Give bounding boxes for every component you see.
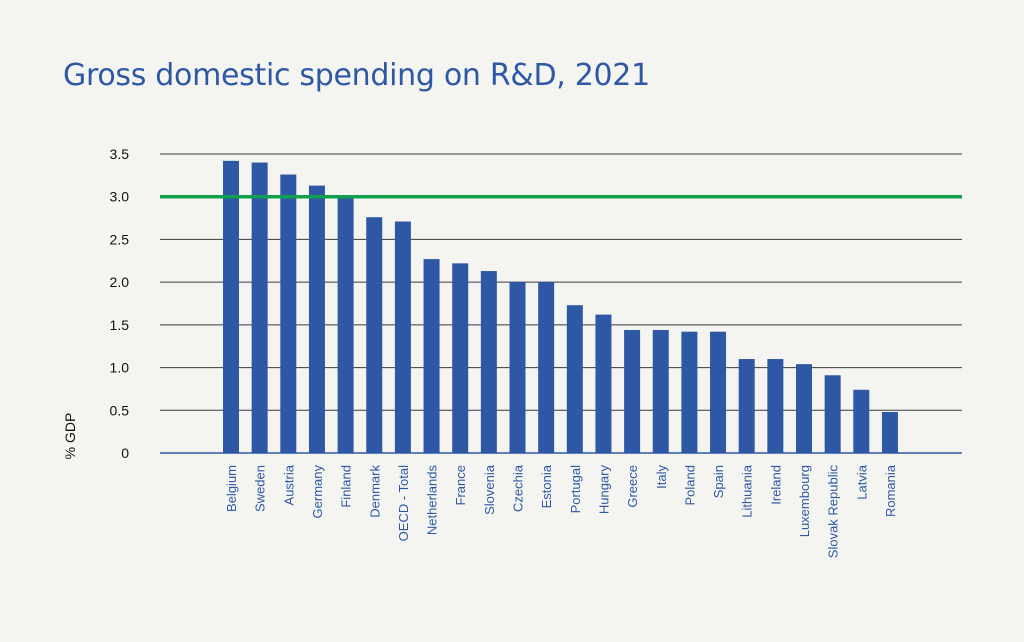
x-tick-label: Poland [682,465,697,505]
bars [223,160,898,454]
chart-title: Gross domestic spending on R&D, 2021 [63,58,650,93]
bar [509,282,526,453]
x-tick-label: Ireland [768,465,783,505]
x-tick-label: Spain [711,465,726,498]
y-axis-label: % GDP [62,413,78,460]
y-tick-label: 3.5 [110,146,130,162]
x-tick-label: Denmark [367,465,382,518]
x-tick-label: Belgium [224,465,239,512]
bar [824,375,841,453]
x-tick-label: Hungary [596,465,611,515]
axes: 0 0.5 1.0 1.5 2.0 2.5 3.0 3.5 Belgium Sweden Austr… [110,146,962,558]
bar [796,364,812,453]
bar [337,197,354,453]
bar [538,282,555,453]
x-tick-label: Lithuania [740,464,755,518]
bar [624,329,641,453]
y-tick-label: 1.0 [110,360,130,376]
x-tick-label: Portugal [568,465,583,514]
bar [681,331,698,453]
bar [853,389,870,453]
x-tick-label: Luxembourg [797,465,812,537]
bar [710,331,727,453]
x-tick-label: Italy [654,465,669,489]
bar [767,359,784,453]
x-tick-label: Slovenia [482,464,497,515]
x-tick-label: Sweden [253,465,268,512]
bar [881,411,898,453]
x-tick-label: Slovak Republic [826,465,841,559]
bar [595,314,612,453]
x-tick-label: OECD - Total [396,465,411,541]
bar [223,160,239,453]
x-tick-label: Latvia [854,464,869,499]
bar [394,221,411,453]
bar [652,329,669,453]
x-tick-label: Finland [339,465,354,508]
bar [452,263,469,453]
y-tick-label: 1.5 [110,317,130,333]
bar [366,217,383,453]
bar [280,174,297,453]
bar [308,185,325,453]
bar [480,271,497,453]
x-tick-label: Romania [883,464,898,517]
x-tick-label: Austria [281,464,296,505]
y-tick-label: 2.5 [110,231,130,247]
bar [566,305,583,453]
bar [423,259,440,453]
bar [251,162,268,454]
bar [738,359,755,453]
x-tick-label: Estonia [539,464,554,508]
x-tick-label: Czechia [511,464,526,512]
x-tick-label: Germany [310,465,325,519]
y-tick-label: 3.0 [110,189,130,205]
y-tick-label: 0.5 [110,402,130,418]
y-tick-label: 0 [121,445,129,461]
x-tick-label: Netherlands [425,465,440,536]
x-tick-label: Greece [625,465,640,508]
x-tick-label: France [453,465,468,505]
y-tick-label: 2.0 [110,274,130,290]
